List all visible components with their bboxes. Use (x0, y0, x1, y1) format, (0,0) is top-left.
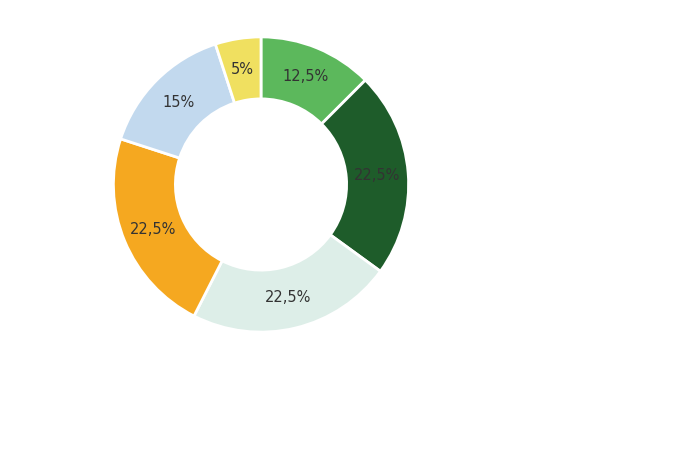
Wedge shape (215, 37, 261, 103)
Text: 22,5%: 22,5% (130, 221, 177, 237)
Text: 15%: 15% (162, 94, 195, 109)
Text: 22,5%: 22,5% (265, 290, 311, 306)
Wedge shape (322, 80, 409, 271)
Text: 5%: 5% (231, 62, 254, 77)
Text: 12,5%: 12,5% (283, 69, 329, 84)
Wedge shape (120, 44, 235, 158)
Wedge shape (194, 235, 381, 332)
Text: 22,5%: 22,5% (354, 168, 400, 183)
Wedge shape (113, 139, 222, 316)
Wedge shape (261, 37, 365, 124)
